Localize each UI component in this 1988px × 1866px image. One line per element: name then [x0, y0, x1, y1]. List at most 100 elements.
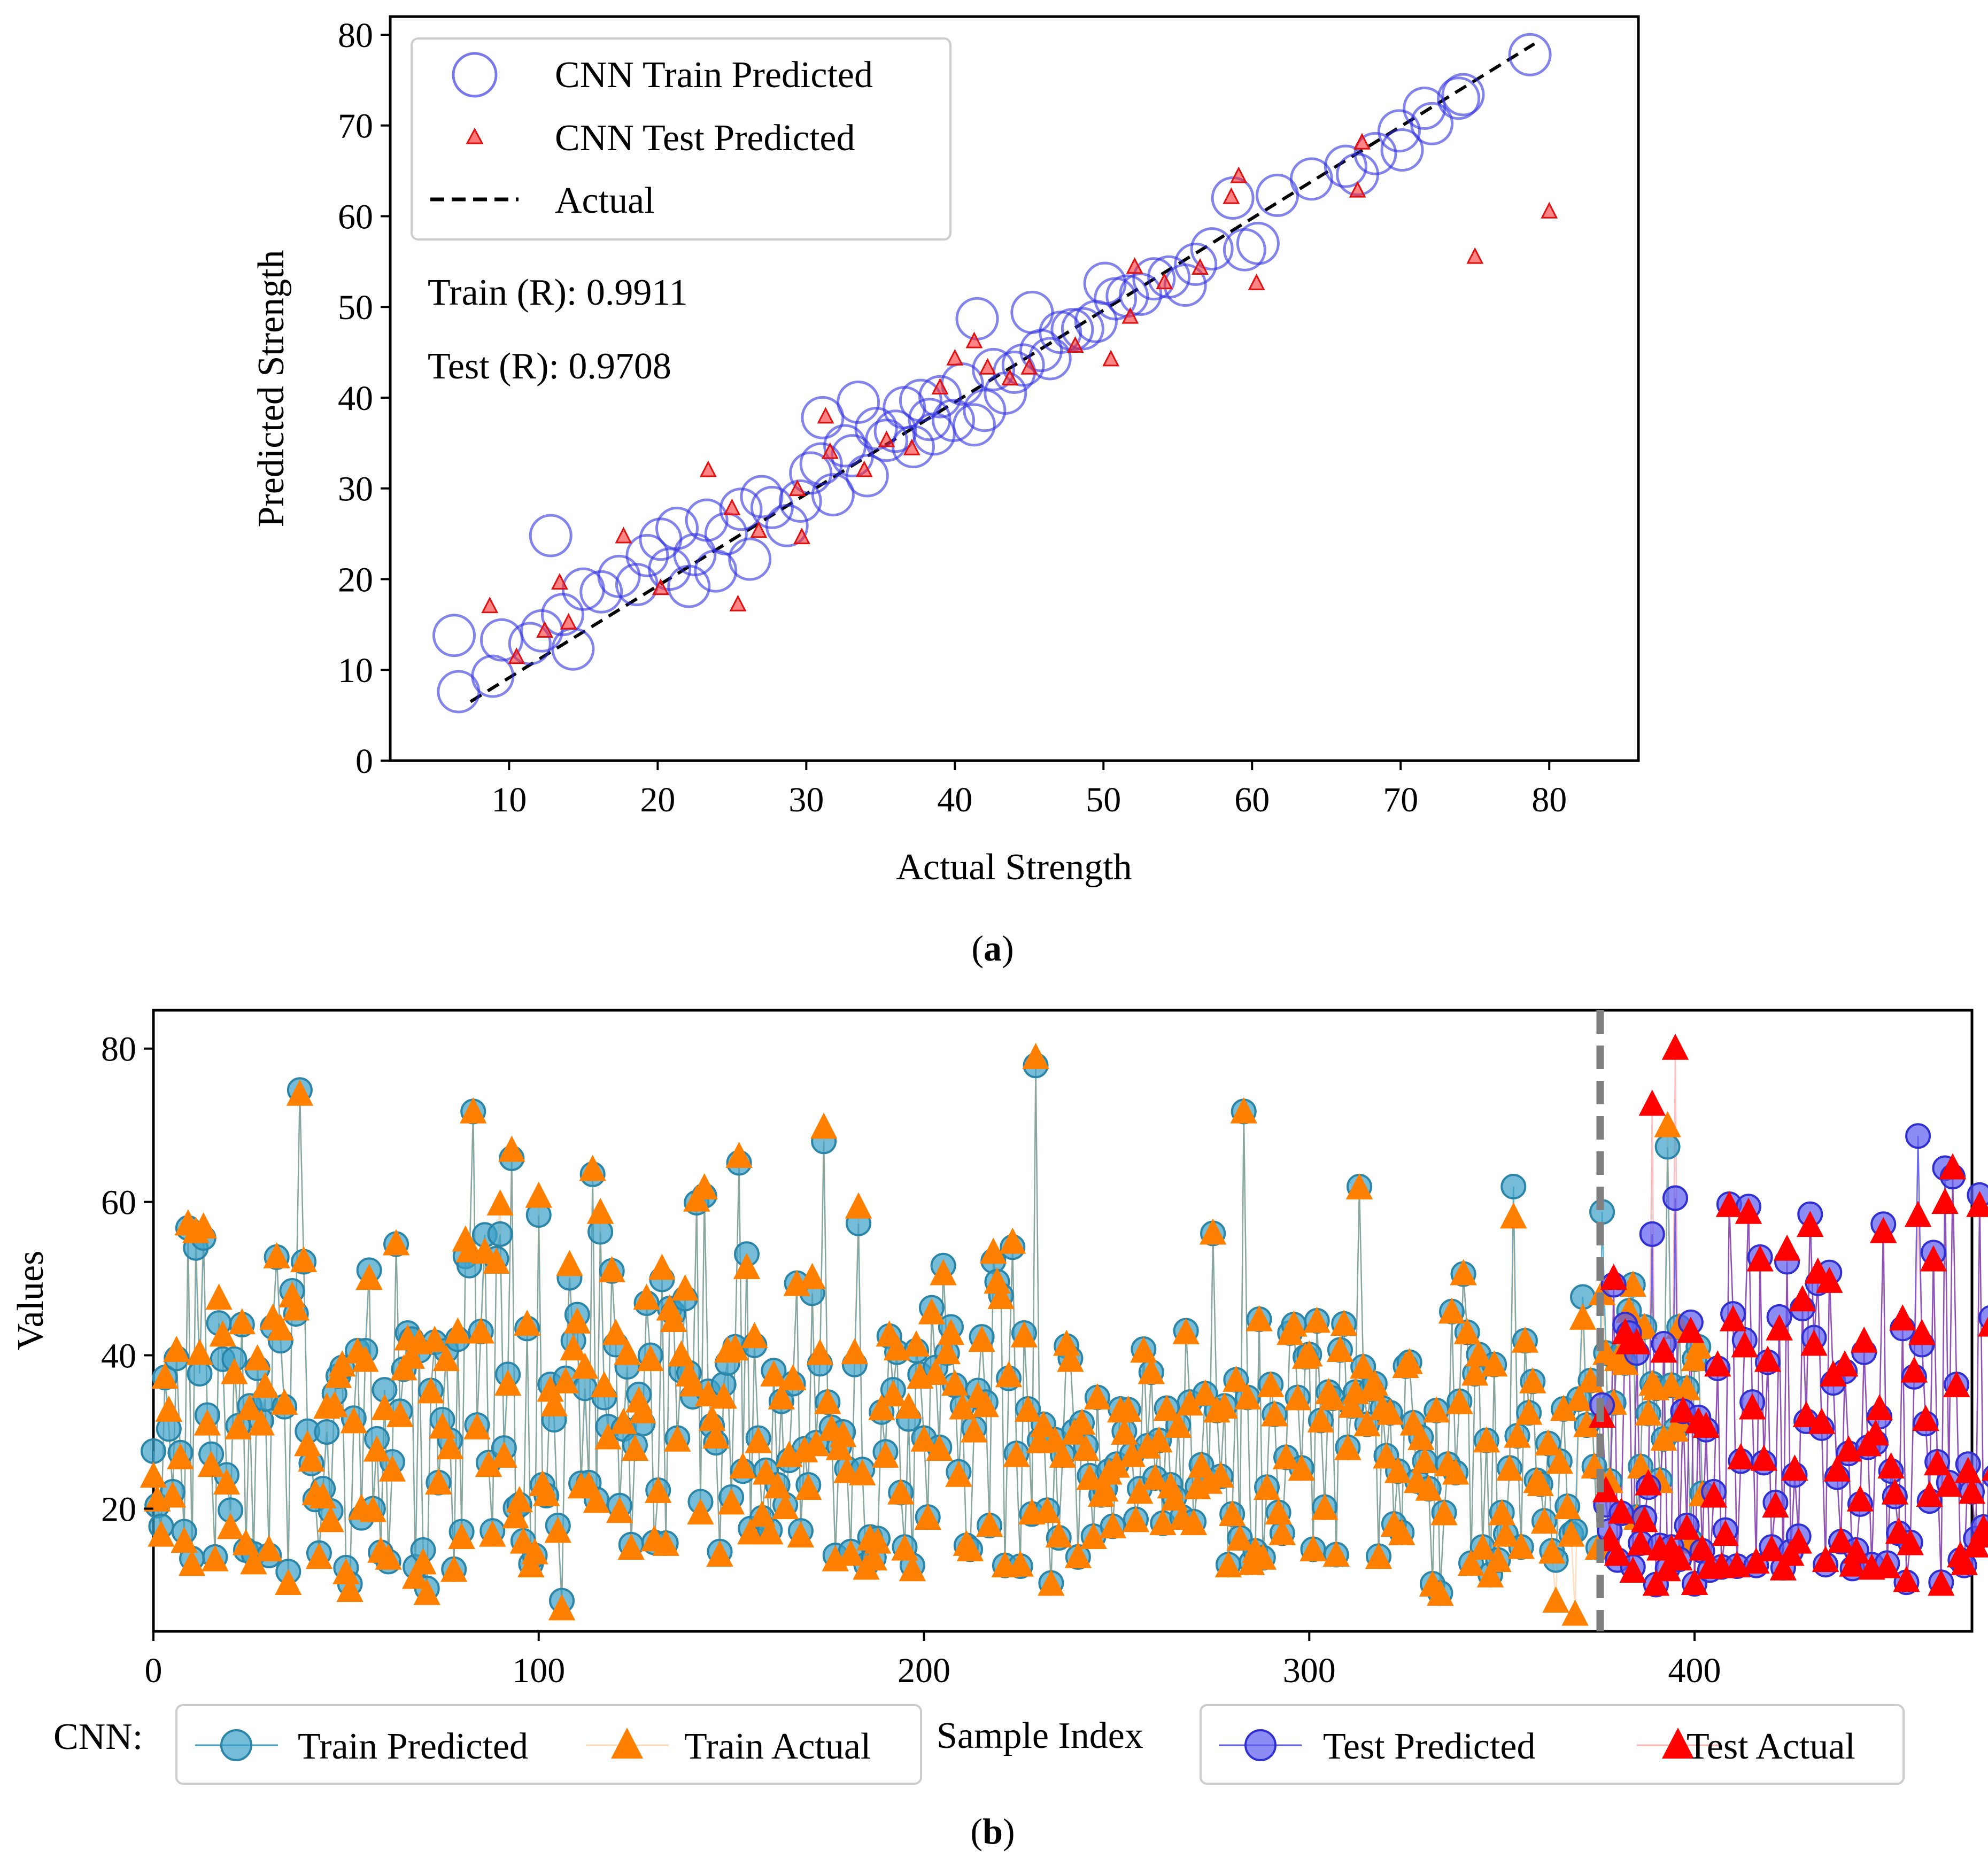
train-actual-marker — [972, 1391, 1000, 1418]
train-point — [728, 537, 772, 581]
train-actual-marker — [1612, 1349, 1639, 1375]
train-actual-marker — [737, 1518, 764, 1545]
test-actual-legend-marker — [1662, 1728, 1694, 1759]
train-actual-marker — [1180, 1509, 1208, 1536]
train-point — [1353, 131, 1397, 175]
test-actual-marker — [1974, 1521, 1988, 1548]
x-tick-label: 70 — [1383, 780, 1418, 819]
train-actual-marker — [891, 1534, 918, 1561]
test-actual-marker — [1723, 1551, 1751, 1578]
train-actual-marker — [1334, 1434, 1362, 1460]
train-actual-marker — [1268, 1519, 1296, 1545]
test-point — [560, 613, 577, 630]
train-actual-marker — [409, 1548, 437, 1575]
train-actual-marker — [425, 1468, 452, 1495]
train-actual-marker — [1199, 1218, 1227, 1245]
test-point — [1349, 181, 1366, 198]
train-actual-marker — [872, 1441, 899, 1468]
train-actual-marker — [729, 1452, 756, 1479]
train-point — [740, 475, 784, 518]
train-actual-marker — [421, 1326, 448, 1352]
train-actual-marker — [251, 1372, 279, 1398]
x-tick-label: 10 — [491, 780, 527, 819]
train-actual-marker — [902, 1330, 930, 1357]
train-actual-marker — [1003, 1441, 1030, 1467]
train-actual-marker — [1365, 1543, 1393, 1569]
train-actual-marker — [591, 1371, 618, 1397]
train-actual-marker — [1311, 1493, 1339, 1520]
test-point — [1541, 202, 1558, 219]
train-actual-marker — [1619, 1271, 1646, 1297]
train-actual-marker — [1161, 1484, 1188, 1511]
legend-test-label: CNN Test Predicted — [555, 118, 855, 159]
x-tick-label: 200 — [898, 1651, 950, 1690]
train-actual-marker — [1099, 1512, 1126, 1538]
train-actual-marker — [1307, 1406, 1335, 1433]
train-actual-marker — [1373, 1442, 1400, 1469]
x-axis-label: Sample Index — [937, 1715, 1143, 1756]
train-point — [799, 442, 843, 486]
train-actual-marker — [544, 1516, 572, 1543]
train-actual-marker — [671, 1274, 699, 1301]
test-point — [1192, 258, 1209, 275]
train-actual-marker — [1326, 1335, 1354, 1362]
test-actual-marker — [1600, 1264, 1627, 1290]
test-actual-marker — [1754, 1345, 1782, 1372]
train-actual-marker — [1507, 1532, 1535, 1559]
test-actual-marker — [1623, 1328, 1651, 1354]
test-actual-marker — [1635, 1469, 1662, 1496]
train-actual-marker — [190, 1212, 217, 1238]
train-actual-marker — [240, 1548, 267, 1575]
train-actual-marker — [1488, 1499, 1515, 1526]
train-actual-marker — [933, 1338, 961, 1365]
train-actual-marker — [999, 1227, 1026, 1254]
train-actual-marker — [194, 1409, 221, 1436]
test-point — [615, 526, 632, 544]
train-actual-marker — [225, 1413, 252, 1439]
train-actual-marker — [247, 1409, 275, 1436]
test-actual-marker — [1677, 1317, 1705, 1343]
train-actual-marker — [1542, 1586, 1569, 1613]
train-actual-marker — [275, 1569, 302, 1596]
train-actual-legend-marker — [611, 1728, 643, 1759]
train-actual-marker — [1072, 1435, 1100, 1461]
train-actual-marker — [521, 1538, 548, 1565]
train-predicted-marker — [1654, 1134, 1681, 1160]
train-actual-marker — [1553, 1493, 1581, 1520]
train-actual-marker — [1349, 1352, 1377, 1379]
train-actual-marker — [256, 1535, 283, 1561]
test-actual-marker — [1931, 1188, 1959, 1214]
train-actual-marker — [756, 1518, 784, 1545]
train-actual-marker — [386, 1400, 414, 1427]
train-actual-marker — [398, 1342, 426, 1369]
train-actual-marker — [810, 1112, 838, 1139]
train-point — [1437, 76, 1481, 120]
test-point — [903, 438, 920, 455]
train-point — [508, 622, 552, 665]
test-actual-marker — [1631, 1506, 1658, 1532]
train-actual-marker — [1411, 1446, 1438, 1473]
train-actual-marker — [1322, 1540, 1350, 1567]
train-actual-marker — [556, 1250, 583, 1276]
test-legend: Test Predicted Test Actual — [1200, 1704, 1905, 1785]
test-actual-marker — [1727, 1443, 1754, 1469]
train-actual-marker — [355, 1264, 383, 1290]
train-actual-marker — [1084, 1383, 1111, 1410]
train-actual-marker — [1261, 1400, 1288, 1427]
train-actual-marker — [922, 1358, 949, 1385]
train-actual-marker — [1296, 1340, 1323, 1367]
train-actual-marker — [171, 1527, 198, 1553]
y-axis-ticks: 0 10 20 30 40 50 60 70 80 — [338, 16, 390, 781]
test-actual-marker — [1781, 1454, 1808, 1481]
test-actual-marker — [1889, 1304, 1916, 1331]
train-point — [918, 375, 962, 419]
train-actual-marker — [1272, 1443, 1300, 1469]
test-actual-marker — [1862, 1419, 1890, 1446]
test-actual-marker — [1704, 1350, 1731, 1377]
test-actual-marker — [1681, 1569, 1708, 1596]
train-actual-marker — [1126, 1477, 1154, 1504]
train-point — [432, 614, 476, 657]
panel-a-legend: CNN Train Predicted CNN Test Predicted A… — [411, 37, 952, 241]
train-actual-marker — [290, 1246, 318, 1273]
train-actual-marker — [436, 1433, 464, 1460]
